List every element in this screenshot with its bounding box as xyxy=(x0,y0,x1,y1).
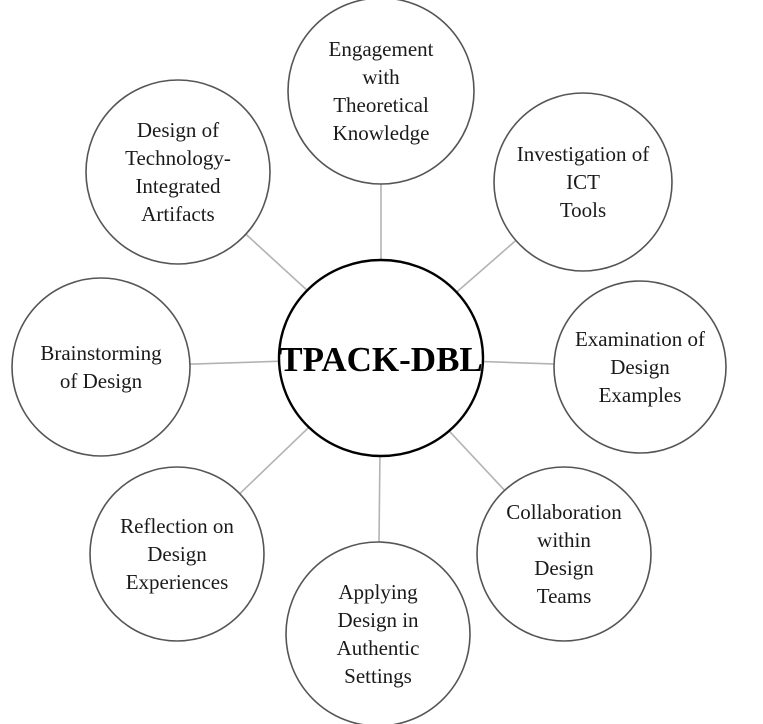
node-label-collaboration-line-1: Collaboration xyxy=(506,500,622,524)
node-label-investigation-line-3: Tools xyxy=(560,198,606,222)
center-node: TPACK-DBL xyxy=(277,258,485,458)
node-label-engagement-line-4: Knowledge xyxy=(333,121,430,145)
node-label-reflection-line-2: Design xyxy=(147,542,207,566)
node-label-brainstorming-line-1: Brainstorming xyxy=(40,341,162,365)
node-label-investigation-line-2: ICT xyxy=(566,170,600,194)
node-label-examination-line-3: Examples xyxy=(599,383,682,407)
node-circle-brainstorming xyxy=(11,277,191,457)
node-label-collaboration-line-3: Design xyxy=(534,556,594,580)
node-brainstorming: Brainstorming of Design xyxy=(11,277,191,457)
node-label-design-artifacts-line-2: Technology- xyxy=(125,146,231,170)
node-circle-reflection xyxy=(89,466,265,642)
node-label-reflection-line-1: Reflection on xyxy=(120,514,234,538)
node-label-collaboration-line-4: Teams xyxy=(537,584,592,608)
node-label-applying-line-3: Authentic xyxy=(337,636,420,660)
node-label-design-artifacts-line-4: Artifacts xyxy=(141,202,214,226)
node-label-collaboration-line-2: within xyxy=(537,528,591,552)
node-label-applying-line-1: Applying xyxy=(338,580,418,604)
node-label-examination-line-1: Examination of xyxy=(575,327,705,351)
node-label-engagement-line-3: Theoretical xyxy=(333,93,429,117)
node-label-investigation-line-1: Investigation of xyxy=(517,142,649,166)
node-label-design-artifacts-line-1: Design of xyxy=(137,118,219,142)
node-circle-design-artifacts xyxy=(85,79,271,265)
node-collaboration: Collaboration within Design Teams xyxy=(476,466,652,642)
node-label-applying-line-2: Design in xyxy=(337,608,419,632)
node-circle-examination xyxy=(553,280,727,454)
node-investigation: Investigation of ICT Tools xyxy=(493,92,673,272)
node-label-examination-line-2: Design xyxy=(610,355,670,379)
node-circle-collaboration xyxy=(476,466,652,642)
node-examination: Examination of Design Examples xyxy=(553,280,727,454)
node-reflection: Reflection on Design Experiences xyxy=(89,466,265,642)
node-label-design-artifacts-line-3: Integrated xyxy=(135,174,221,198)
node-design-artifacts: Design of Technology- Integrated Artifacts xyxy=(85,79,271,265)
node-label-reflection-line-3: Experiences xyxy=(126,570,229,594)
node-applying: Applying Design in Authentic Settings xyxy=(285,541,471,724)
center-label: TPACK-DBL xyxy=(279,340,483,379)
node-circle-investigation xyxy=(493,92,673,272)
node-label-engagement-line-1: Engagement xyxy=(329,37,434,61)
node-circle-applying xyxy=(285,541,471,724)
node-label-brainstorming-line-2: of Design xyxy=(60,369,143,393)
node-label-engagement-line-2: with xyxy=(362,65,400,89)
node-engagement: Engagement with Theoretical Knowledge xyxy=(287,0,475,185)
nodes: Engagement with Theoretical Knowledge Invest… xyxy=(11,0,727,724)
center-circle xyxy=(277,258,485,458)
node-label-applying-line-4: Settings xyxy=(344,664,412,688)
node-circle-engagement xyxy=(287,0,475,185)
